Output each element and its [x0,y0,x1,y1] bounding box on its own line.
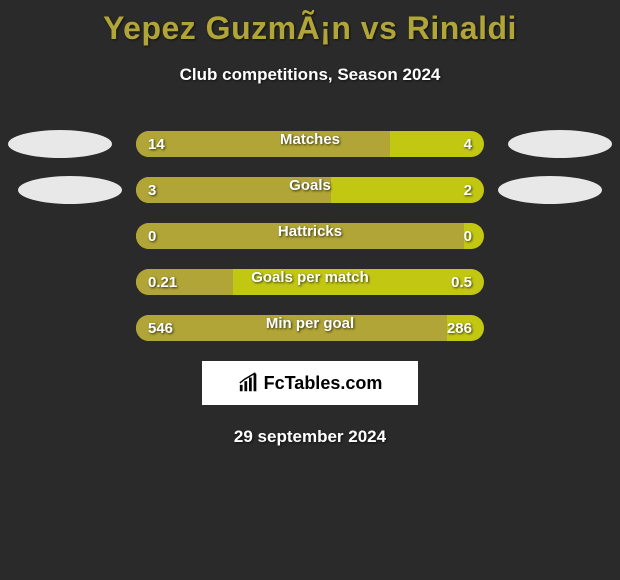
bar-label: Min per goal [266,315,354,332]
bar-right: 2 [331,177,484,203]
comparison-row: 0 0 Hattricks [0,223,620,249]
comparison-row: 0.21 0.5 Goals per match [0,269,620,295]
branding-text: FcTables.com [264,373,383,394]
right-value: 0.5 [451,274,472,291]
bar-container: 14 4 Matches [136,131,484,157]
left-value: 14 [148,136,165,153]
bar-container: 0.21 0.5 Goals per match [136,269,484,295]
bar-label: Matches [280,131,340,148]
comparison-row: 546 286 Min per goal [0,315,620,341]
bar-right: 286 [447,315,484,341]
comparison-chart: 14 4 Matches 3 2 Goals 0 0 Hattricks 0.21 0.5 Goals… [0,131,620,341]
player-ellipse-right [508,130,612,158]
branding-badge: FcTables.com [202,361,418,405]
bar-label: Hattricks [278,223,342,240]
left-value: 0 [148,228,156,245]
page-subtitle: Club competitions, Season 2024 [0,65,620,85]
right-value: 286 [447,320,472,337]
bar-container: 0 0 Hattricks [136,223,484,249]
comparison-row: 14 4 Matches [0,131,620,157]
player-ellipse-left [18,176,122,204]
right-value: 2 [464,182,472,199]
date-label: 29 september 2024 [0,427,620,447]
bar-label: Goals [289,177,331,194]
player-ellipse-right [498,176,602,204]
page-title: Yepez GuzmÃ¡n vs Rinaldi [0,0,620,47]
right-value: 0 [464,228,472,245]
chart-icon [238,372,260,394]
left-value: 546 [148,320,173,337]
right-value: 4 [464,136,472,153]
bar-left: 0.21 [136,269,233,295]
bar-right: 4 [390,131,484,157]
comparison-row: 3 2 Goals [0,177,620,203]
bar-container: 3 2 Goals [136,177,484,203]
bar-container: 546 286 Min per goal [136,315,484,341]
left-value: 3 [148,182,156,199]
player-ellipse-left [8,130,112,158]
bar-right: 0 [464,223,484,249]
bar-label: Goals per match [251,269,369,286]
left-value: 0.21 [148,274,177,291]
bar-left: 14 [136,131,390,157]
